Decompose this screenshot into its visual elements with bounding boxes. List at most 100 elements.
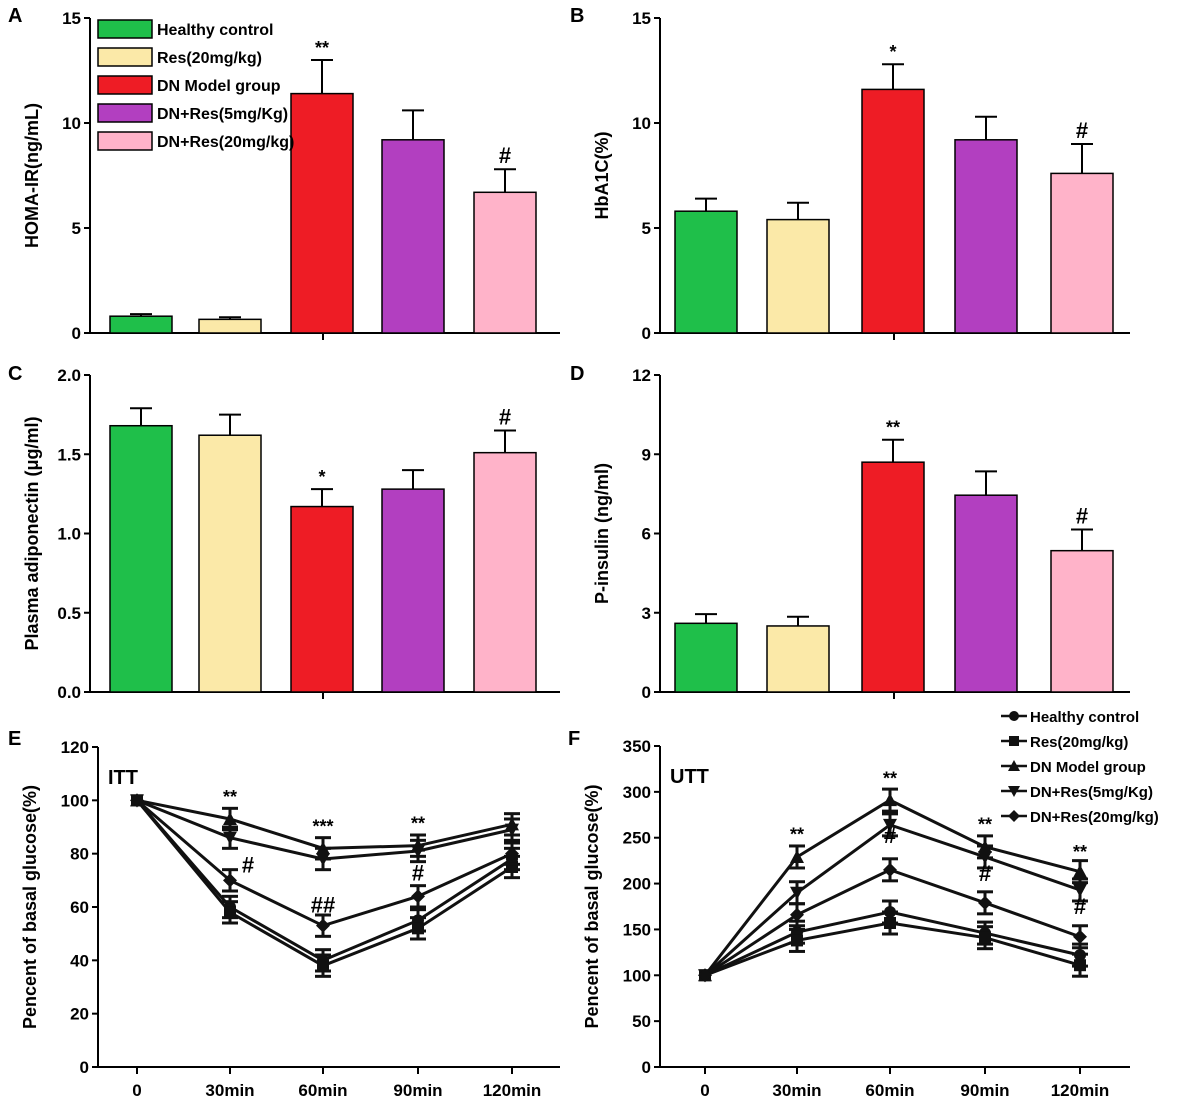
data-point (130, 793, 144, 808)
y-tick-label: 6 (642, 525, 651, 544)
data-point (883, 862, 897, 877)
y-tick-label: 1.0 (57, 525, 81, 544)
y-tick-label: 50 (632, 1012, 651, 1031)
bar (1050, 549, 1114, 693)
data-point (1074, 959, 1086, 972)
y-axis-label: HOMA-IR(ng/mL) (22, 103, 42, 248)
bar (861, 88, 925, 334)
y-tick-label: 12 (632, 366, 651, 385)
legend-label: Healthy control (1030, 709, 1139, 726)
significance-label: ## (311, 892, 335, 917)
data-point (979, 931, 991, 944)
significance-label: # (499, 404, 511, 429)
panel-label: B (570, 5, 584, 27)
legend-label: Res(20mg/kg) (1030, 734, 1128, 751)
x-tick-label: 120min (483, 1081, 542, 1100)
significance-label: # (499, 143, 511, 168)
y-tick-label: 0.5 (57, 604, 81, 623)
data-point (790, 849, 804, 863)
data-point (411, 889, 425, 904)
bar (473, 191, 537, 334)
bar (198, 318, 262, 334)
legend-swatch (97, 47, 153, 67)
panel-label: C (8, 363, 22, 385)
legend-label: DN+Res(20mg/kg) (1030, 809, 1159, 826)
x-tick-label: 90min (393, 1081, 442, 1100)
y-tick-label: 15 (62, 9, 81, 28)
data-point (978, 850, 992, 864)
y-tick-label: 100 (623, 966, 651, 985)
bar (1050, 172, 1114, 334)
y-tick-label: 10 (62, 114, 81, 133)
x-tick-label: 30min (772, 1081, 821, 1100)
y-tick-label: 100 (61, 791, 89, 810)
legend-label: DN+Res(5mg/Kg) (157, 106, 288, 123)
y-tick-label: 0 (80, 1058, 89, 1077)
bar (290, 92, 354, 334)
significance-label: * (889, 42, 896, 62)
data-point (978, 895, 992, 910)
bar (473, 451, 537, 693)
panel-F: F 0 50 100 150 200 250 300 350 Pencent of basal g… (568, 709, 1159, 1100)
x-tick-label: 30min (205, 1081, 254, 1100)
y-tick-label: 5 (72, 219, 81, 238)
legend-label: DN Model group (1030, 759, 1146, 776)
y-tick-label: 300 (623, 783, 651, 802)
y-tick-label: 5 (642, 219, 651, 238)
bar (766, 625, 830, 693)
significance-label: ** (883, 769, 897, 789)
bar (109, 424, 173, 693)
chart-title: ITT (108, 767, 138, 789)
data-point (316, 918, 330, 933)
y-tick-label: 2.0 (57, 366, 81, 385)
data-point (1073, 929, 1087, 944)
y-tick-label: 120 (61, 738, 89, 757)
panel-label: E (8, 728, 21, 750)
significance-label: ** (223, 787, 237, 807)
legend-swatch (97, 103, 153, 123)
significance-label: # (979, 861, 991, 886)
panel-D: D 0 3 6 9 12 P-insulin (ng/ml) ** # (570, 363, 1130, 702)
significance-label: # (242, 852, 254, 877)
y-axis-label: P-insulin (ng/ml) (592, 463, 612, 604)
data-point (223, 812, 237, 825)
x-tick-label: 0 (700, 1081, 709, 1100)
y-tick-label: 0 (72, 324, 81, 343)
significance-label: # (1076, 118, 1088, 143)
panel-label: D (570, 363, 584, 385)
data-point (883, 793, 897, 807)
y-tick-label: 250 (623, 829, 651, 848)
y-tick-label: 80 (70, 845, 89, 864)
legend-label: Healthy control (157, 22, 273, 39)
data-point (411, 845, 425, 858)
y-tick-label: 9 (642, 445, 651, 464)
y-axis-label: Plasma adiponectin (μg/ml) (22, 416, 42, 650)
panel-E: E 0 20 40 60 80 100 120 Pencent of basal glucose… (8, 728, 560, 1100)
significance-label: # (1074, 894, 1086, 919)
data-point (790, 907, 804, 922)
significance-label: # (412, 860, 424, 885)
bar (381, 488, 445, 693)
panel-C: C 0.0 0.5 1.0 1.5 2.0 Plasma adiponectin (μg/m… (8, 363, 560, 702)
x-tick-label: 60min (865, 1081, 914, 1100)
significance-label: ** (1073, 842, 1087, 862)
bar (381, 139, 445, 334)
y-tick-label: 15 (632, 9, 651, 28)
data-point (224, 906, 236, 919)
bar (954, 494, 1018, 693)
bar (954, 139, 1018, 334)
data-point (505, 823, 519, 837)
data-point (698, 968, 712, 983)
data-point (1073, 864, 1087, 878)
y-tick-label: 20 (70, 1005, 89, 1024)
y-tick-label: 3 (642, 604, 651, 623)
y-axis-label: Pencent of basal glucose(%) (20, 785, 40, 1029)
data-point (316, 853, 330, 866)
data-point (317, 959, 329, 972)
data-point (1073, 883, 1087, 897)
data-point (412, 922, 424, 935)
legend-marker (1009, 711, 1019, 721)
x-tick-label: 0 (132, 1081, 141, 1100)
y-axis-label: Pencent of basal glucose(%) (582, 784, 602, 1028)
